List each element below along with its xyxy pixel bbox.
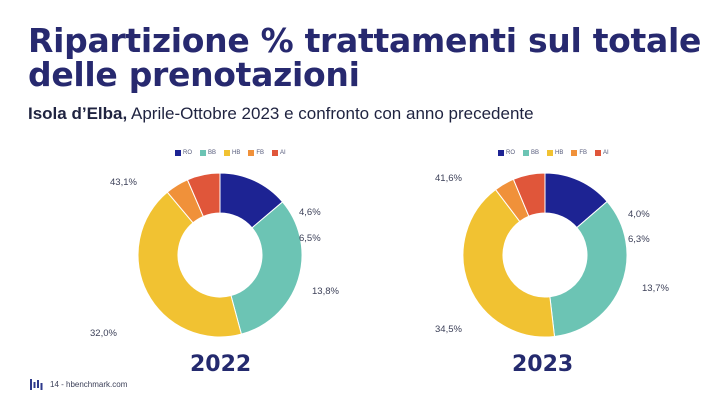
slice-hb	[137, 191, 243, 338]
legend-item-ai: AI	[272, 150, 286, 156]
chart-year-label: 2023	[512, 352, 574, 377]
legend-swatch	[175, 150, 181, 156]
legend-label: HB	[232, 150, 241, 156]
data-label-fb: 4,0%	[628, 209, 650, 220]
chart-legend: RO BB HB FB AI	[498, 150, 609, 156]
slice-ai	[186, 172, 221, 218]
donut-chart-2023: RO BB HB FB AI 2023 13,7% 34,5% 41,6% 4,0% 6,3%	[415, 145, 675, 390]
donut-chart-2022: RO BB HB FB AI 2022 13,8% 32,0% 43,1% 4,6% 6,5%	[90, 145, 350, 390]
legend-swatch	[571, 150, 578, 156]
legend-item-ro: RO	[175, 150, 192, 156]
legend-item-fb: FB	[248, 150, 264, 156]
legend-swatch	[248, 150, 255, 156]
legend-swatch	[224, 150, 231, 156]
legend-swatch	[498, 150, 504, 156]
hbenchmark-logo-icon	[30, 379, 43, 390]
slice-hb	[462, 188, 556, 338]
chart-year-label: 2022	[190, 352, 252, 377]
slice-ai	[512, 172, 546, 217]
data-label-ai: 6,3%	[628, 234, 650, 245]
legend-item-bb: BB	[200, 150, 216, 156]
legend-label: RO	[183, 150, 192, 156]
slice-bb	[549, 200, 628, 338]
footer: 14 - hbenchmark.com	[30, 379, 127, 390]
legend-swatch	[272, 150, 279, 156]
data-label-hb: 43,1%	[110, 177, 137, 188]
legend-item-hb: HB	[547, 150, 563, 156]
data-label-ai: 6,5%	[299, 233, 321, 244]
page-subtitle: Isola d’Elba, Aprile-Ottobre 2023 e conf…	[28, 104, 534, 124]
donut-svg	[137, 172, 303, 338]
data-label-bb: 32,0%	[90, 328, 117, 339]
legend-swatch	[523, 150, 529, 156]
data-label-ro: 13,7%	[642, 283, 669, 294]
page-title: Ripartizione % trattamenti sul totale de…	[28, 21, 702, 94]
footer-text: 14 - hbenchmark.com	[50, 380, 128, 389]
data-label-bb: 34,5%	[435, 324, 462, 335]
data-label-hb: 41,6%	[435, 173, 462, 184]
donut-svg	[462, 172, 628, 338]
data-label-fb: 4,6%	[299, 207, 321, 218]
legend-item-ro: RO	[498, 150, 515, 156]
legend-label: BB	[208, 150, 217, 156]
legend-swatch	[595, 150, 602, 156]
subtitle-location: Isola d’Elba,	[28, 104, 128, 123]
legend-item-hb: HB	[224, 150, 240, 156]
legend-swatch	[200, 150, 206, 156]
legend-label: FB	[256, 150, 265, 156]
legend-label: BB	[531, 150, 540, 156]
chart-legend: RO BB HB FB AI	[175, 150, 286, 156]
legend-label: HB	[555, 150, 564, 156]
data-label-ro: 13,8%	[312, 286, 339, 297]
slice-bb	[230, 201, 303, 335]
legend-swatch	[547, 150, 554, 156]
legend-label: FB	[579, 150, 588, 156]
legend-label: RO	[506, 150, 515, 156]
legend-item-bb: BB	[523, 150, 539, 156]
legend-item-fb: FB	[571, 150, 587, 156]
legend-label: AI	[603, 150, 609, 156]
legend-item-ai: AI	[595, 150, 609, 156]
subtitle-period: Aprile-Ottobre 2023 e confronto con anno…	[127, 104, 534, 123]
legend-label: AI	[280, 150, 286, 156]
